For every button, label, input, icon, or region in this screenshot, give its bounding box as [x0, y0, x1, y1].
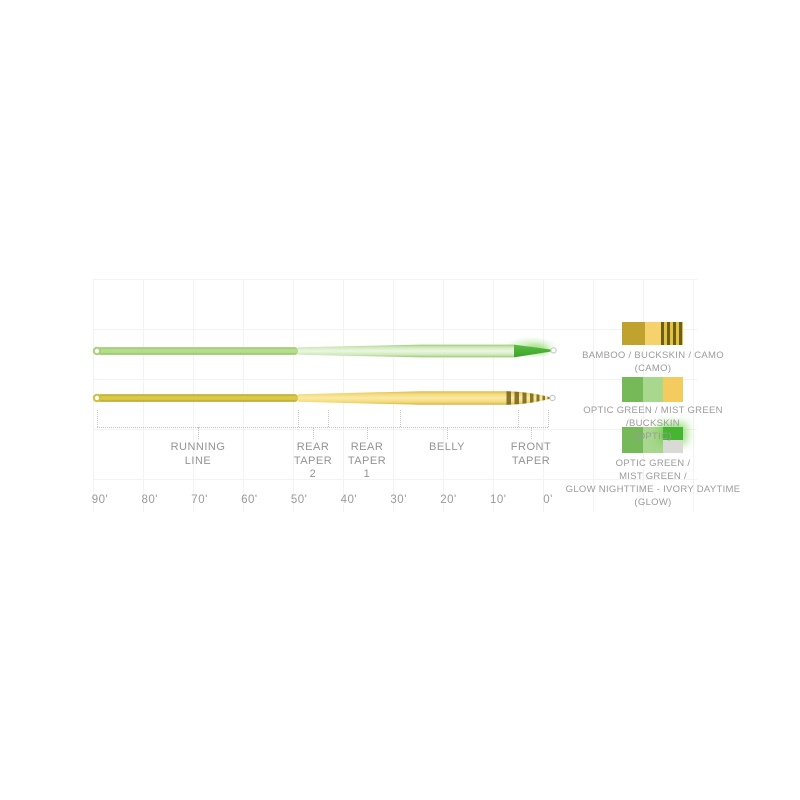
swatch-segment-split [662, 427, 683, 453]
section-label-tick [198, 427, 199, 439]
bracket-rule [97, 427, 548, 428]
bracket-boundary-tick [518, 410, 519, 427]
section-label: FRONT TAPER [510, 441, 552, 467]
swatch-segment [622, 322, 646, 345]
section-label: RUNNING LINE [170, 441, 226, 467]
colorway-swatch [622, 427, 683, 453]
ruler-label: 0' [543, 494, 553, 506]
swatch-segment [642, 377, 663, 402]
ruler-label: 90' [91, 494, 109, 506]
swatch-segment [662, 377, 683, 402]
section-label-tick [313, 427, 314, 439]
bracket-boundary-tick [400, 410, 401, 427]
section-label: REAR TAPER 2 [293, 441, 333, 480]
swatch-caption: OPTIC GREEN / MIST GREEN / GLOW NIGHTTIM… [565, 458, 741, 508]
swatch-segment [622, 377, 643, 402]
colorway-swatch [622, 377, 683, 402]
section-label-tick [531, 427, 532, 439]
ruler-label: 50' [290, 494, 308, 506]
ruler-label: 70' [191, 494, 208, 506]
swatch-caption: OPTIC GREEN / MIST GREEN /BUCKSKIN (OPTI… [583, 405, 723, 442]
swatch-segment [622, 427, 643, 453]
swatch-segment [645, 322, 662, 345]
glow-swatch-top [662, 427, 683, 440]
ruler-label: 10' [489, 494, 507, 506]
section-label: BELLY [429, 441, 465, 453]
ruler-label: 80' [141, 494, 159, 506]
bracket-boundary-tick [328, 410, 329, 427]
ivory-swatch-bottom [662, 440, 683, 453]
bracket-boundary-tick [548, 410, 549, 427]
ruler-label: 30' [390, 494, 407, 506]
swatch-segment [642, 427, 663, 453]
section-label-tick [367, 427, 368, 439]
swatch-segment-stripes [661, 322, 683, 345]
section-label-tick [447, 427, 448, 439]
bracket-boundary-tick [298, 410, 299, 427]
ruler-label: 20' [440, 494, 457, 506]
colorway-swatch [622, 322, 683, 345]
swatch-caption: BAMBOO / BUCKSKIN / CAMO (CAMO) [582, 350, 724, 374]
bracket-boundary-tick [97, 410, 98, 427]
ruler-label: 40' [340, 494, 358, 506]
ruler-label: 60' [241, 494, 258, 506]
section-label: REAR TAPER 1 [347, 441, 387, 480]
